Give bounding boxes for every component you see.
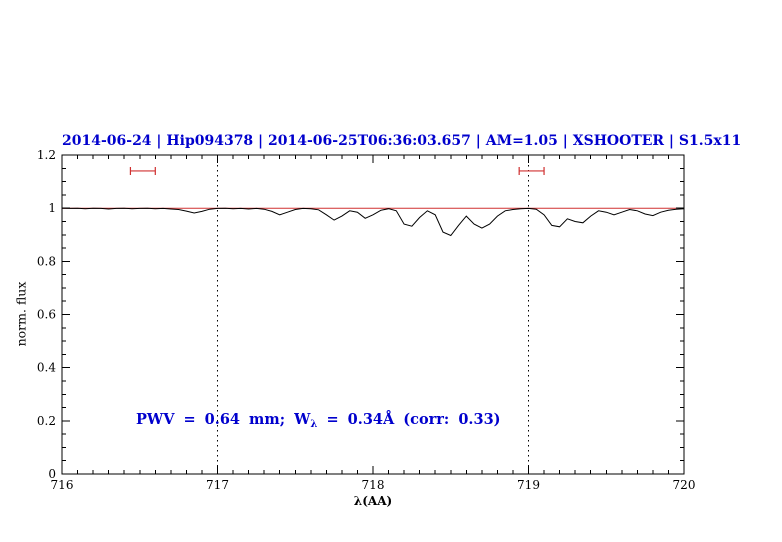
pwv-annotation-part1: PWV = 0.64 mm; W: [136, 411, 311, 428]
y-tick-label: 0.6: [37, 308, 56, 322]
y-tick-label: 0.8: [37, 254, 56, 268]
x-tick-label: 718: [362, 478, 385, 492]
y-tick-label: 0.4: [37, 361, 56, 375]
x-axis-title: λ(AA): [353, 494, 393, 508]
range-marker: [129, 166, 156, 175]
x-tick-label: 716: [51, 478, 74, 492]
plot-title: 2014-06-24 | Hip094378 | 2014-06-25T06:3…: [62, 133, 742, 149]
x-tick-label: 719: [517, 478, 540, 492]
pwv-annotation: PWV = 0.64 mm; Wλ = 0.34Å (corr: 0.33): [136, 411, 501, 430]
x-tick-label: 720: [673, 478, 696, 492]
pwv-annotation-lambda-subscript: λ: [310, 419, 318, 430]
y-axis-title: norm. flux: [13, 281, 29, 347]
y-tick-label: 1.2: [37, 148, 56, 162]
axis-ticks: [61, 154, 685, 475]
y-tick-label: 0: [48, 467, 56, 481]
y-tick-label: 1: [48, 201, 56, 215]
range-marker: [518, 166, 545, 175]
y-tick-label: 0.2: [37, 414, 56, 428]
x-tick-label: 717: [206, 478, 229, 492]
pwv-annotation-part2: = 0.34Å (corr: 0.33): [317, 411, 501, 428]
observed-spectrum-line: [61, 207, 685, 237]
